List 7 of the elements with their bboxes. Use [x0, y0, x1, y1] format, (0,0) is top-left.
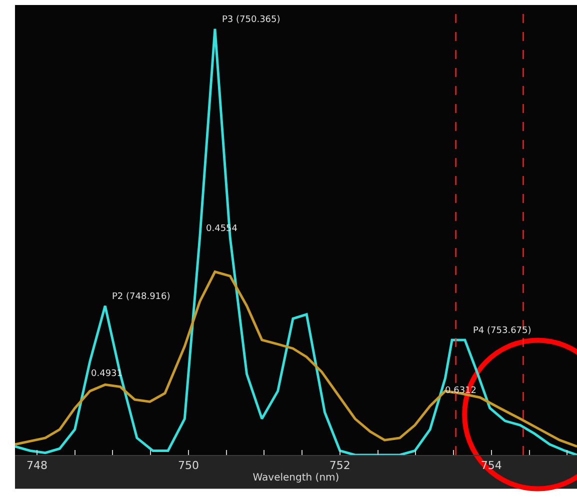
x-tick-label: 750	[178, 459, 199, 472]
annotation: P2 (748.916)	[112, 292, 170, 302]
annotation: P3 (750.365)	[222, 15, 280, 25]
x-axis-title: Wavelength (nm)	[252, 472, 340, 484]
x-tick-label: 752	[329, 459, 350, 472]
x-tick-label: 748	[26, 459, 48, 472]
annotation: P4 (753.675)	[473, 326, 532, 336]
